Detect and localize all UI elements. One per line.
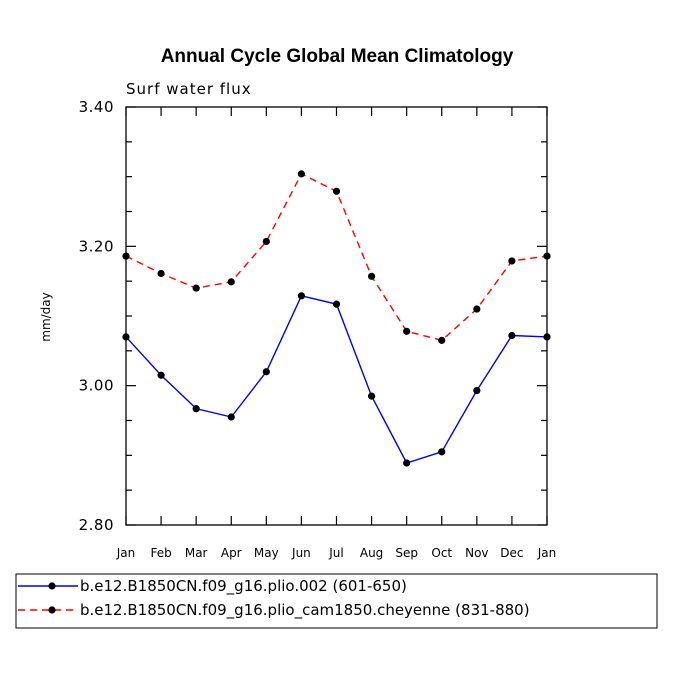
data-point bbox=[403, 327, 411, 335]
data-point bbox=[508, 331, 516, 340]
plot-frame bbox=[125, 106, 548, 526]
x-tick-label: Jan bbox=[537, 546, 557, 560]
legend-marker-2 bbox=[48, 606, 56, 614]
y-tick-label: 2.80 bbox=[79, 516, 114, 534]
x-tick-label: Jan bbox=[116, 546, 136, 560]
x-tick-label: Apr bbox=[221, 546, 242, 560]
data-point bbox=[508, 257, 516, 265]
data-point bbox=[332, 300, 341, 308]
data-point bbox=[367, 392, 376, 400]
data-point bbox=[157, 269, 165, 278]
data-point bbox=[262, 368, 270, 376]
legend-box bbox=[15, 573, 658, 629]
data-point bbox=[403, 459, 411, 467]
legend: b.e12.B1850CN.f09_g16.plio.002 (601-650)… bbox=[15, 573, 658, 629]
x-tick-label: Nov bbox=[465, 546, 488, 560]
data-point bbox=[227, 278, 235, 286]
x-tick-label: Jun bbox=[291, 546, 311, 560]
legend-marker-1 bbox=[48, 582, 56, 590]
data-point bbox=[473, 305, 481, 313]
data-point bbox=[192, 284, 200, 292]
y-tick-label: 3.40 bbox=[79, 98, 114, 116]
data-point bbox=[332, 187, 341, 195]
chart-title: Annual Cycle Global Mean Climatology bbox=[161, 46, 514, 67]
data-point bbox=[192, 405, 200, 413]
y-tick-label: 3.20 bbox=[79, 237, 114, 255]
x-tick-label: Mar bbox=[185, 546, 208, 560]
x-tick-label: Sep bbox=[395, 546, 418, 560]
legend-label-1: b.e12.B1850CN.f09_g16.plio.002 (601-650) bbox=[80, 577, 407, 596]
y-axis-label: mm/day bbox=[39, 292, 53, 342]
legend-label-2: b.e12.B1850CN.f09_g16.plio_cam1850.cheye… bbox=[80, 601, 530, 620]
chart-subtitle: Surf water flux bbox=[126, 80, 252, 98]
data-point bbox=[297, 170, 306, 178]
x-tick-label: May bbox=[254, 546, 279, 560]
data-point bbox=[473, 386, 481, 395]
series-line-2 bbox=[125, 172, 548, 342]
data-point bbox=[438, 448, 446, 456]
data-point bbox=[297, 292, 306, 300]
y-tick-label: 3.00 bbox=[79, 377, 114, 395]
x-tick-label: Jul bbox=[328, 546, 343, 560]
data-point bbox=[157, 371, 165, 379]
data-point bbox=[262, 237, 270, 246]
data-point bbox=[227, 413, 235, 421]
data-point bbox=[438, 336, 446, 344]
data-point bbox=[367, 272, 376, 280]
x-tick-label: Aug bbox=[360, 546, 383, 560]
x-tick-label: Feb bbox=[150, 546, 171, 560]
x-tick-label: Dec bbox=[500, 546, 523, 560]
series-line-1 bbox=[125, 294, 548, 464]
x-tick-label: Oct bbox=[431, 546, 452, 560]
